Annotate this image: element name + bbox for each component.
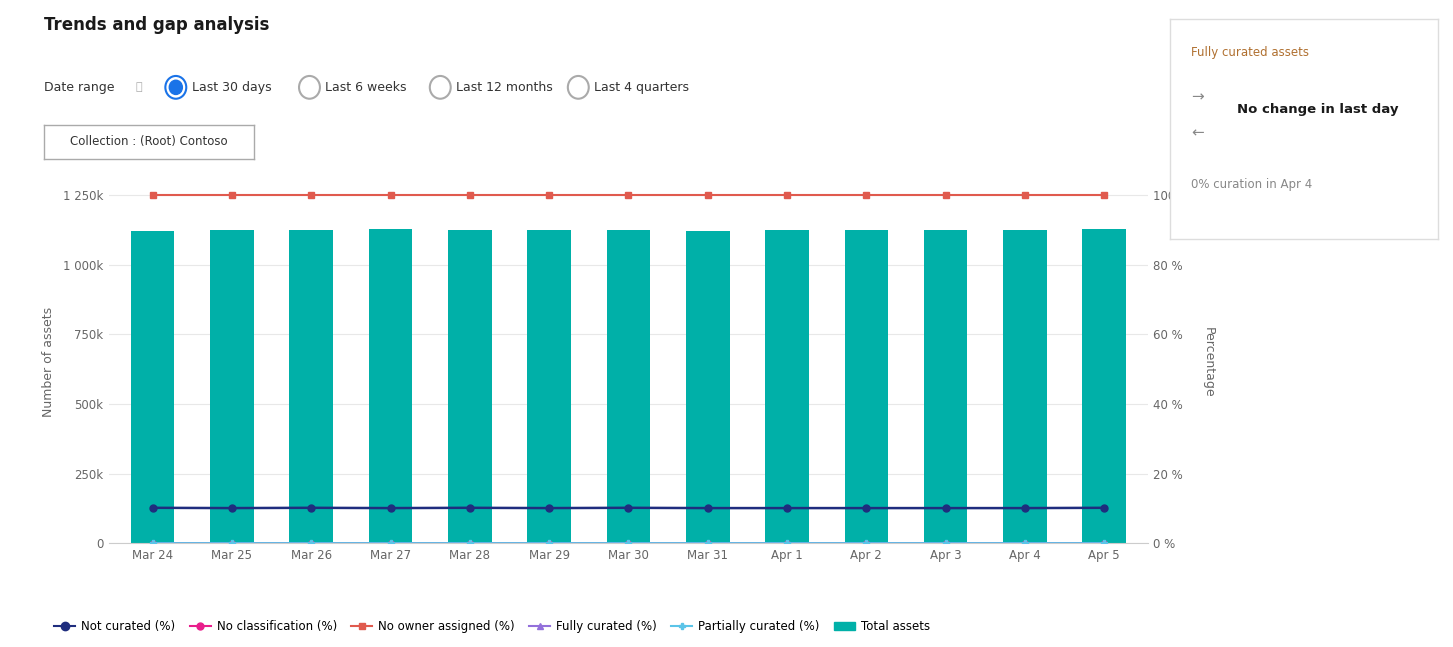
Bar — [369, 229, 413, 543]
Text: ←: ← — [1191, 125, 1205, 140]
Text: Trends and gap analysis: Trends and gap analysis — [44, 16, 269, 34]
Text: Date range: Date range — [44, 81, 115, 94]
Bar — [527, 230, 571, 543]
Bar — [448, 230, 491, 543]
Text: Last 30 days: Last 30 days — [192, 81, 272, 94]
Bar — [844, 230, 888, 543]
Bar — [924, 230, 968, 543]
Text: Last 6 weeks: Last 6 weeks — [325, 81, 407, 94]
Circle shape — [169, 80, 182, 94]
Bar — [1003, 230, 1046, 543]
Text: Fully curated assets: Fully curated assets — [1191, 46, 1309, 59]
Text: No change in last day: No change in last day — [1237, 103, 1398, 116]
Y-axis label: Number of assets: Number of assets — [42, 307, 55, 417]
Bar — [606, 230, 651, 543]
Text: Last 12 months: Last 12 months — [456, 81, 554, 94]
Bar — [211, 230, 254, 543]
Text: ⓘ: ⓘ — [135, 82, 142, 93]
Text: 0% curation in Apr 4: 0% curation in Apr 4 — [1191, 178, 1312, 191]
Bar — [686, 231, 729, 543]
Text: Collection : (Root) Contoso: Collection : (Root) Contoso — [70, 135, 228, 148]
Bar — [289, 230, 333, 543]
Legend: Not curated (%), No classification (%), No owner assigned (%), Fully curated (%): Not curated (%), No classification (%), … — [49, 615, 934, 638]
Bar — [131, 232, 174, 543]
Y-axis label: Percentage: Percentage — [1202, 327, 1215, 398]
Bar — [1082, 229, 1126, 543]
Text: Last 4 quarters: Last 4 quarters — [594, 81, 689, 94]
Text: →: → — [1191, 90, 1205, 105]
Bar — [766, 230, 809, 543]
